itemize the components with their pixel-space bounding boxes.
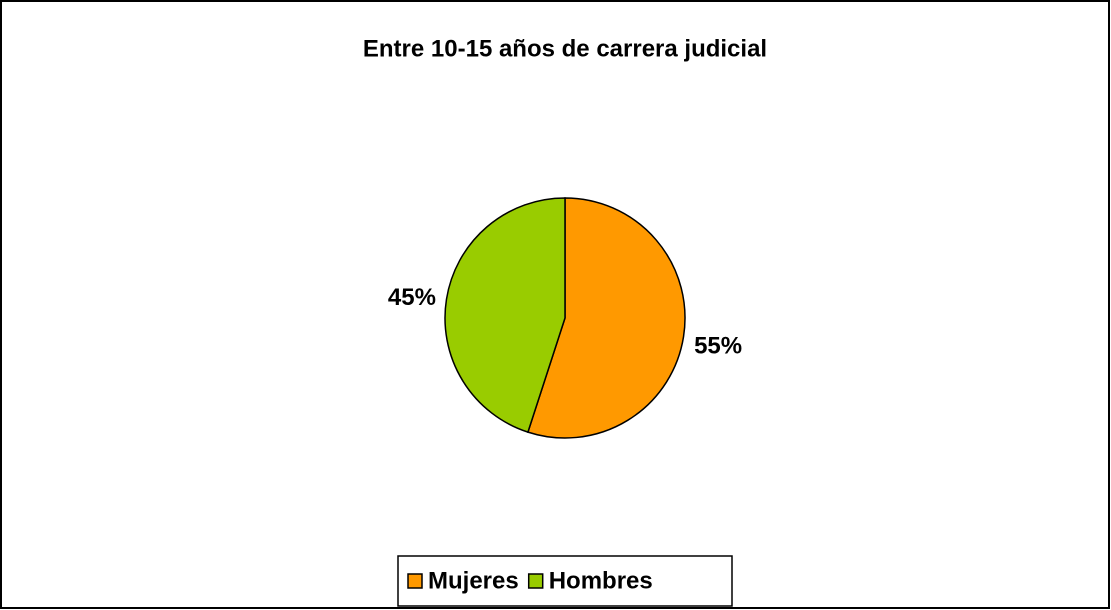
chart-title: Entre 10-15 años de carrera judicial <box>363 35 767 62</box>
pie-slice <box>444 197 566 434</box>
slice-label: 45% <box>388 284 436 311</box>
pie-slice <box>526 197 686 439</box>
legend-label: Mujeres <box>428 567 519 594</box>
legend-box <box>397 555 733 607</box>
legend-swatch <box>407 573 423 589</box>
legend-swatch <box>527 573 544 589</box>
legend-label: Hombres <box>549 567 653 594</box>
slice-label: 55% <box>694 333 742 360</box>
